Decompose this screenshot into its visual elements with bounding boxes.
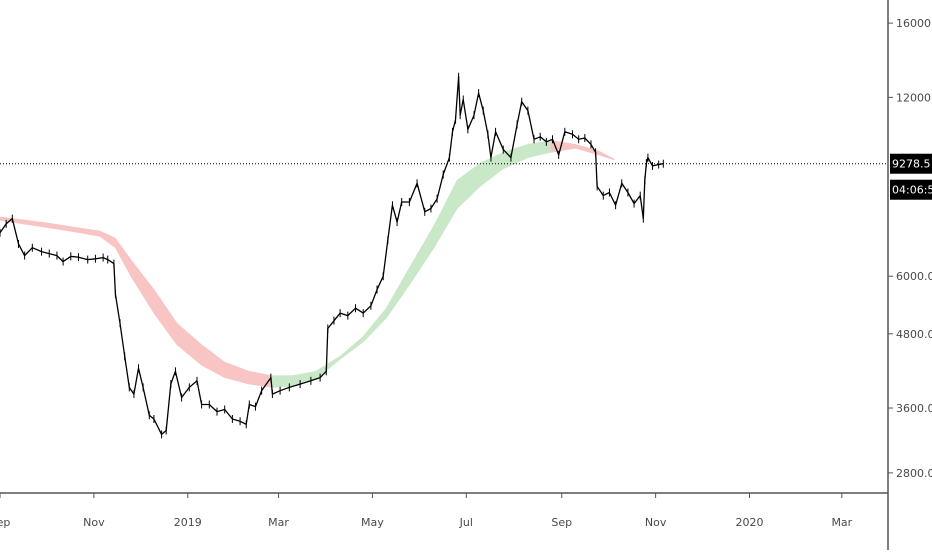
y-tick-label: 6000.0	[896, 270, 932, 283]
ribbon-segment	[45, 222, 76, 233]
x-tick-label: 2019	[174, 516, 202, 529]
price-series-line	[0, 76, 664, 436]
x-tick-label: Mar	[831, 516, 852, 529]
current-price-label: 9278.5 04:06:55	[890, 153, 932, 200]
x-tick-label: Sep	[0, 516, 10, 529]
countdown-label-text: 04:06:55	[892, 184, 932, 197]
x-tick-label: Sep	[551, 516, 572, 529]
ribbon-segment	[201, 344, 225, 379]
ribbon-segment	[385, 266, 410, 320]
y-tick-label: 12000.0	[896, 91, 932, 104]
current-price-label-text: 9278.5	[892, 158, 931, 171]
x-axis[interactable]: Sep Nov 2019 Mar May Jul Sep Nov 2020 Mar	[0, 493, 853, 529]
ribbon-segment	[409, 224, 435, 286]
ribbon-segment	[130, 258, 155, 315]
ribbon-segment	[502, 143, 529, 170]
ribbon-segment	[339, 335, 364, 360]
ribbon-segment	[292, 370, 316, 387]
y-tick-label: 4800.0	[896, 328, 932, 341]
x-tick-label: Nov	[645, 516, 667, 529]
ribbon-segment	[598, 150, 615, 161]
ribbon-segment	[176, 322, 202, 366]
ribbon-segment	[315, 355, 341, 381]
x-tick-label: May	[361, 516, 384, 529]
countdown-label-bg	[890, 179, 932, 200]
x-tick-label: Jul	[459, 516, 473, 529]
price-series-layer	[0, 72, 664, 439]
y-axis[interactable]: 16000.0 12000.0 6000.0 4800.0 3600.0 2800.0	[888, 17, 932, 480]
ribbon-segment	[456, 162, 481, 210]
ribbon-segment	[75, 227, 101, 237]
ribbon-segment	[527, 140, 552, 159]
x-tick-label: Mar	[268, 516, 289, 529]
y-tick-label: 2800.0	[896, 467, 932, 480]
ribbon-segment	[433, 180, 458, 249]
ribbon-segment	[0, 216, 47, 228]
ribbon-segment	[115, 237, 132, 277]
y-tick-label: 16000.0	[896, 17, 932, 30]
ribbon-segment	[362, 307, 387, 343]
x-tick-label: Nov	[83, 516, 105, 529]
ribbon-segment	[224, 361, 250, 385]
ribbon-segment	[99, 230, 116, 249]
ribbon-layer	[0, 140, 615, 388]
ribbon-segment	[479, 151, 504, 187]
current-price-label-bg	[890, 153, 932, 174]
x-tick-label: 2020	[735, 516, 763, 529]
y-tick-label: 3600.0	[896, 402, 932, 415]
ribbon-segment	[153, 288, 178, 346]
